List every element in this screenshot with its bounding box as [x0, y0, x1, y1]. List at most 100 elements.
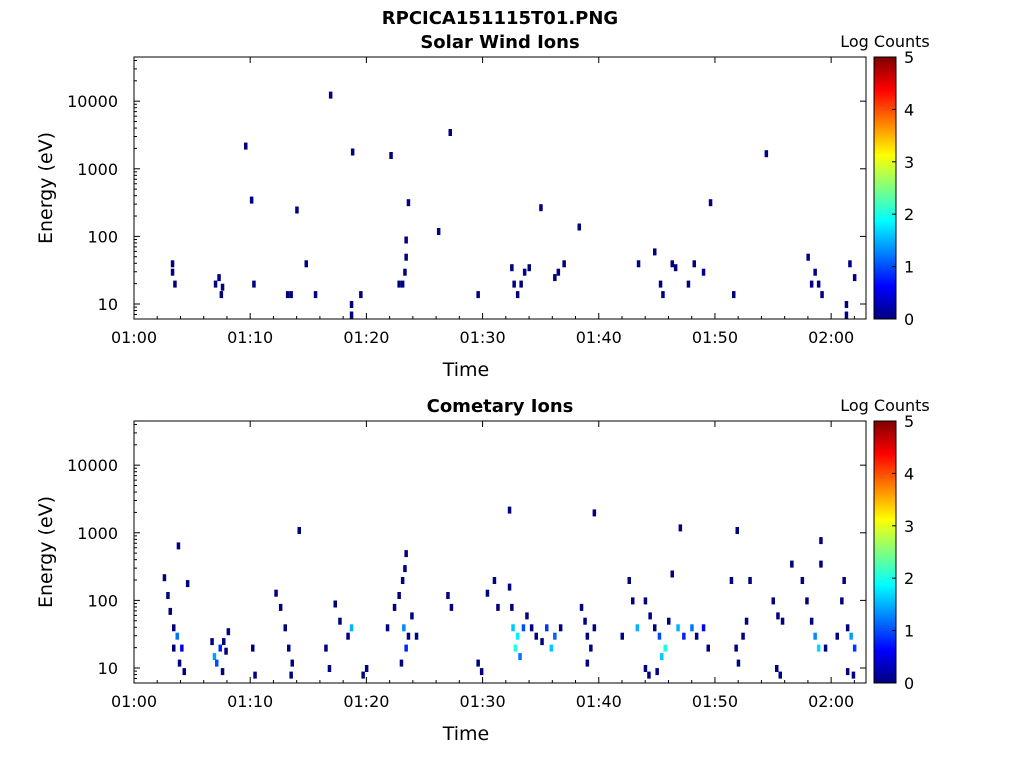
- data-cell: [414, 632, 419, 640]
- data-cell: [819, 560, 823, 568]
- data-cell: [663, 644, 667, 652]
- data-cell: [545, 624, 549, 632]
- data-cell: [851, 671, 856, 679]
- data-cell: [670, 260, 674, 268]
- data-cell: [708, 199, 713, 207]
- data-cell: [819, 537, 823, 545]
- x-tick-label: 01:30: [460, 692, 506, 711]
- data-cell: [507, 583, 512, 591]
- data-cell: [534, 632, 538, 640]
- data-cell: [403, 268, 407, 276]
- data-cell: [220, 283, 225, 291]
- data-cell: [313, 291, 318, 299]
- colorbar: [873, 56, 897, 320]
- data-cell: [519, 280, 523, 288]
- x-tick-label: 01:50: [692, 328, 738, 347]
- data-cell: [400, 280, 405, 288]
- data-cell: [690, 624, 694, 632]
- data-cell: [748, 577, 752, 584]
- data-cell: [397, 280, 401, 288]
- data-cell: [349, 301, 354, 308]
- data-cell: [585, 632, 590, 640]
- data-cell: [592, 624, 597, 632]
- data-cell: [496, 603, 500, 611]
- data-cell: [410, 612, 414, 620]
- data-cell: [359, 291, 363, 299]
- data-cell: [706, 644, 710, 652]
- data-cell: [653, 624, 657, 632]
- data-cell: [518, 653, 522, 661]
- data-cell: [849, 632, 853, 640]
- data-cell: [780, 617, 785, 625]
- data-cell: [736, 659, 741, 667]
- data-cell: [404, 550, 408, 558]
- data-cell: [172, 624, 176, 632]
- colorbar-tick-label: 5: [904, 412, 914, 431]
- data-cell: [172, 644, 176, 652]
- data-cell: [218, 644, 222, 652]
- data-cell: [558, 624, 563, 632]
- data-cell: [771, 597, 775, 605]
- data-cell: [820, 291, 824, 299]
- data-cell: [522, 268, 527, 276]
- plot-frame: [133, 56, 867, 320]
- y-tick-label: 10000: [67, 92, 118, 111]
- data-cell: [324, 644, 328, 652]
- x-tick-label: 02:00: [808, 328, 854, 347]
- data-cell: [527, 264, 531, 272]
- x-axis-label: Time: [442, 723, 490, 745]
- data-cell: [397, 592, 401, 599]
- data-cell: [177, 659, 182, 667]
- data-cell: [446, 592, 450, 599]
- data-cell: [392, 603, 397, 611]
- data-cell: [252, 280, 256, 288]
- data-cell: [476, 659, 480, 667]
- data-cell: [660, 653, 664, 661]
- data-cell: [579, 603, 584, 611]
- data-cell: [389, 152, 393, 159]
- data-cell: [764, 150, 769, 158]
- chart-title: Cometary Ions: [427, 396, 574, 417]
- data-cell: [224, 647, 228, 655]
- panel-solar-wind-ions: Solar Wind Ions Log Counts 01:00 01:10 01:…: [35, 32, 930, 381]
- data-cell: [511, 624, 515, 632]
- data-cell: [648, 612, 652, 620]
- data-cell: [673, 264, 678, 272]
- data-cell: [251, 644, 255, 652]
- y-tick-label: 10000: [67, 456, 118, 475]
- data-cell: [775, 665, 779, 672]
- y-axis-label: Energy (eV): [35, 496, 57, 608]
- data-cell: [655, 668, 659, 676]
- data-cell: [479, 668, 484, 676]
- data-cell: [285, 291, 290, 299]
- x-tick-label: 01:10: [227, 328, 273, 347]
- data-cell: [253, 671, 257, 679]
- data-cell: [631, 597, 635, 605]
- data-cell: [840, 597, 844, 605]
- data-cells: [170, 91, 857, 319]
- data-cell: [175, 632, 179, 640]
- colorbar-tick-label: 3: [904, 517, 914, 536]
- data-cell: [212, 653, 217, 661]
- data-cell: [176, 542, 181, 550]
- data-cell: [512, 280, 516, 288]
- data-cell: [835, 632, 839, 640]
- data-cell: [349, 311, 354, 319]
- data-cell: [349, 624, 354, 632]
- x-tick-label: 01:20: [343, 328, 389, 347]
- y-tick-label: 1000: [77, 524, 118, 543]
- data-cell: [333, 600, 337, 608]
- data-cell: [385, 624, 390, 632]
- data-cell: [404, 644, 408, 652]
- data-cell: [507, 506, 512, 514]
- data-cell: [400, 577, 405, 584]
- data-cell: [636, 260, 641, 268]
- data-cell: [701, 624, 706, 632]
- x-tick-label: 01:20: [343, 692, 389, 711]
- data-cell: [592, 509, 597, 517]
- data-cell: [806, 253, 810, 261]
- data-cell: [553, 274, 557, 282]
- data-cell: [539, 204, 543, 212]
- data-cell: [217, 274, 221, 282]
- data-cell: [406, 199, 411, 207]
